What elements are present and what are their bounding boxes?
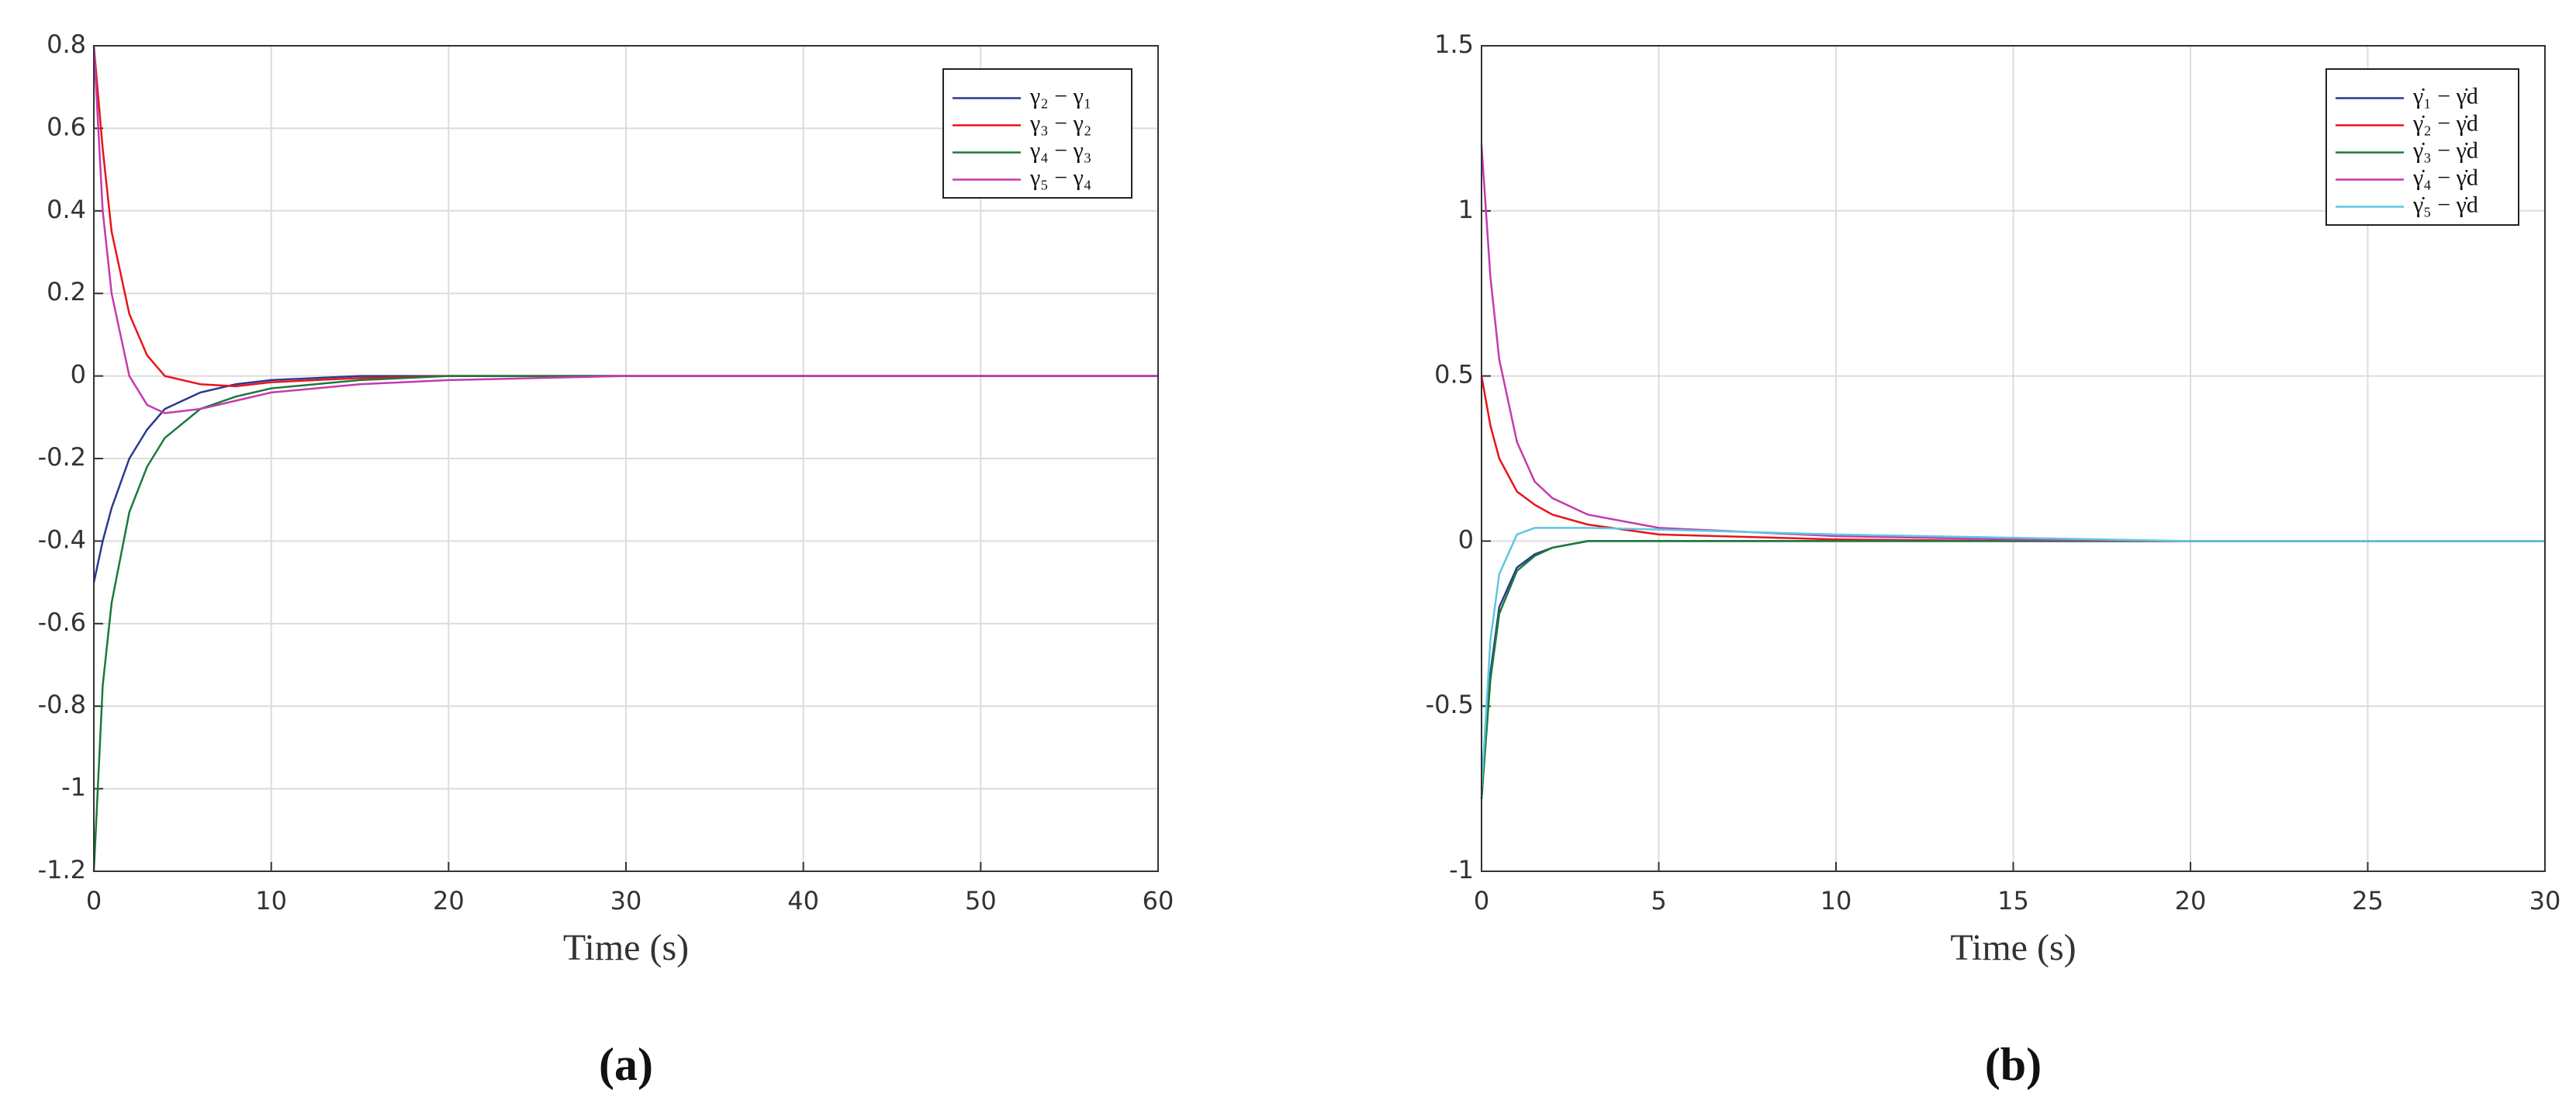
axes-box	[1481, 45, 2546, 872]
y-tick-label: 1.5	[1434, 29, 1474, 59]
y-tick-label: -0.2	[38, 442, 86, 472]
y-tick-label: 0	[71, 360, 86, 389]
legend-label: γ₄ − γ₃	[1029, 137, 1091, 163]
x-tick-label: 30	[2529, 886, 2561, 916]
x-tick-label: 10	[255, 886, 287, 916]
x-tick-label: 10	[1820, 886, 1852, 916]
x-tick-label: 5	[1651, 886, 1666, 916]
series-line	[1480, 144, 2545, 542]
x-tick-label: 15	[1997, 886, 2029, 916]
legend-label: γ₅ − γ₄	[1029, 164, 1091, 190]
series-line	[1480, 527, 2545, 789]
legend-label: γ̇₅ − γ̇d	[2412, 192, 2478, 217]
y-tick-label: -1	[61, 773, 86, 802]
x-axis-label: Time (s)	[1950, 927, 2076, 968]
legend-label: γ₂ − γ₁	[1029, 83, 1091, 109]
x-tick-label: 20	[433, 886, 465, 916]
x-axis-label: Time (s)	[563, 927, 689, 968]
axes-box	[93, 45, 1159, 872]
y-tick-label: 0.6	[47, 112, 86, 141]
legend-box	[2325, 68, 2519, 226]
y-tick-label: -1.2	[38, 855, 86, 884]
y-tick-label: -1	[1449, 855, 1474, 884]
x-tick-label: 0	[86, 886, 102, 916]
caption: (a)	[599, 1039, 653, 1090]
x-tick-label: 20	[2175, 886, 2207, 916]
y-tick-label: 1	[1458, 195, 1474, 224]
y-tick-label: 0.2	[47, 277, 86, 306]
y-tick-label: -0.8	[38, 690, 86, 719]
legend-label: γ̇₁ − γ̇d	[2412, 83, 2478, 109]
x-tick-label: 40	[787, 886, 819, 916]
x-tick-label: 60	[1143, 886, 1174, 916]
legend-label: γ̇₂ − γ̇d	[2412, 110, 2478, 136]
x-tick-label: 30	[610, 886, 642, 916]
legend-label: γ₃ − γ₂	[1029, 110, 1091, 136]
series-line	[1480, 540, 2545, 799]
x-tick-label: 25	[2352, 886, 2384, 916]
caption: (b)	[1985, 1039, 2042, 1090]
y-tick-label: -0.6	[38, 607, 86, 637]
legend-label: γ̇₄ − γ̇d	[2412, 164, 2478, 190]
legend-label: γ̇₃ − γ̇d	[2412, 137, 2478, 163]
y-tick-label: 0.8	[47, 29, 86, 59]
y-tick-label: 0	[1458, 524, 1474, 554]
legend-box	[942, 68, 1132, 199]
y-tick-label: 0.4	[47, 195, 86, 224]
y-tick-label: 0.5	[1434, 360, 1474, 389]
series-line	[92, 45, 1158, 414]
x-tick-label: 50	[965, 886, 997, 916]
y-tick-label: -0.5	[1426, 690, 1474, 719]
x-tick-label: 0	[1474, 886, 1489, 916]
y-tick-label: -0.4	[38, 524, 86, 554]
